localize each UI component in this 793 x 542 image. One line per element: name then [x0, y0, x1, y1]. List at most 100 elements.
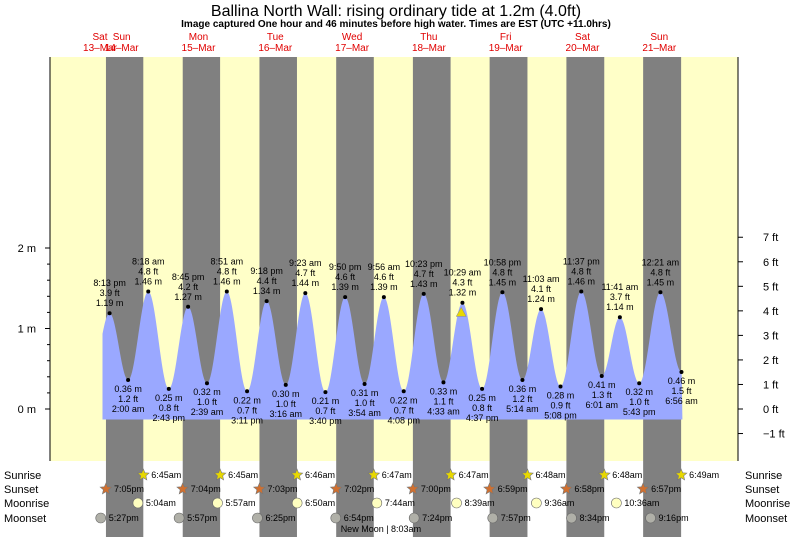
tide-label-height: 1.24 m [527, 294, 555, 304]
moonrise-icon [611, 497, 622, 509]
tide-point [126, 378, 131, 383]
left-tick-label: 2 m [18, 243, 36, 255]
day-labels: Sat13–MarSun14–MarMon15–MarTue16–MarWed1… [83, 32, 677, 54]
date-label: 13–Mar [83, 43, 118, 54]
right-tick-label: 7 ft [763, 232, 778, 244]
tide-label-feet: 4.6 ft [374, 272, 395, 282]
tide-label-time: 5:43 pm [623, 407, 656, 417]
tide-label-height: 1.19 m [96, 298, 124, 308]
sunset-time: 7:04pm [191, 484, 221, 494]
moonrise-icon [371, 497, 383, 509]
tide-point [558, 384, 563, 389]
date-label: 18–Mar [412, 43, 447, 54]
right-tick-label: 2 ft [763, 355, 778, 367]
tide-label-feet: 4.8 ft [650, 267, 671, 277]
moonset-icon [95, 512, 107, 524]
tide-label-feet: 4.8 ft [571, 266, 592, 276]
sunrise-icon [674, 468, 688, 481]
tide-label-time: 2:39 am [191, 407, 224, 417]
tide-label-feet: 1.0 ft [197, 397, 218, 407]
tide-label-feet: 4.6 ft [335, 272, 356, 282]
page-subtitle: Image captured One hour and 46 minutes b… [181, 19, 611, 30]
sunrise-row-label: Sunrise [4, 470, 41, 482]
tide-label-feet: 4.7 ft [295, 268, 316, 278]
day-label: Sun [650, 32, 668, 43]
tide-label-time: 12:21 am [642, 257, 680, 267]
tide-point [617, 315, 622, 320]
date-label: 14–Mar [105, 43, 140, 54]
date-label: 21–Mar [642, 43, 677, 54]
night-band-lower [336, 461, 374, 537]
tide-point [460, 300, 465, 305]
moonset-row-label-right: Moonset [745, 513, 787, 525]
moonset-time: 5:57pm [187, 513, 217, 523]
tide-point [362, 382, 367, 387]
sunset-icon [636, 482, 650, 495]
date-label: 20–Mar [566, 43, 601, 54]
tide-label-height: 0.32 m [625, 387, 653, 397]
tide-label-feet: 4.7 ft [414, 269, 435, 279]
moonrise-time: 6:50am [305, 498, 335, 508]
sunrise-row-label-right: Sunrise [745, 470, 782, 482]
day-label: Sat [575, 32, 590, 43]
tide-label-height: 0.22 m [233, 395, 261, 405]
sunset-time: 6:57pm [651, 484, 681, 494]
tide-label-time: 4:33 am [427, 406, 460, 416]
tide-point [224, 289, 229, 294]
tide-label-height: 0.25 m [155, 393, 183, 403]
tide-label-time: 8:45 pm [172, 272, 205, 282]
moonrise-row-label-right: Moonrise [745, 498, 790, 510]
right-tick-label: 0 ft [763, 404, 778, 416]
tide-point [658, 290, 663, 295]
tide-point [579, 289, 584, 294]
day-label: Tue [267, 32, 284, 43]
tide-point [204, 381, 209, 386]
right-tick-label: 3 ft [763, 330, 778, 342]
moonset-time: 9:16pm [659, 513, 689, 523]
moonrise-time: 5:04am [146, 498, 176, 508]
moonrise-time: 7:44am [385, 498, 415, 508]
tide-point [303, 291, 308, 296]
sunset-icon [406, 482, 420, 495]
tide-point [186, 304, 191, 309]
new-moon-label: New Moon | 8:03am [341, 524, 421, 534]
sunset-icon [559, 482, 573, 495]
night-band-lower [412, 461, 451, 537]
right-tick-label: −1 ft [763, 429, 785, 441]
tide-point [421, 291, 426, 296]
day-label: Mon [189, 32, 208, 43]
tide-point [520, 378, 525, 383]
date-label: 17–Mar [335, 43, 370, 54]
tide-label-feet: 1.0 ft [276, 399, 297, 409]
tide-label-height: 1.45 m [647, 277, 675, 287]
moonset-time: 7:57pm [501, 513, 531, 523]
tide-label-feet: 0.7 ft [315, 406, 336, 416]
tide-labels: 8:13 pm3.9 ft1.19 m0.36 m1.2 ft2:00 am8:… [93, 256, 697, 426]
tide-label-height: 1.32 m [449, 288, 477, 298]
tide-label-height: 0.22 m [390, 395, 418, 405]
moonset-row-label: Moonset [4, 513, 46, 525]
tide-label-time: 3:16 am [269, 409, 302, 419]
moonset-icon [173, 512, 185, 524]
tide-label-time: 2:43 pm [153, 413, 186, 423]
tide-point [146, 289, 151, 294]
tide-label-feet: 3.9 ft [100, 288, 121, 298]
moonrise-icon [451, 497, 462, 509]
tide-point [599, 373, 604, 378]
date-label: 19–Mar [489, 43, 524, 54]
tide-label-height: 0.46 m [668, 376, 696, 386]
tide-label-feet: 4.3 ft [452, 278, 473, 288]
tide-label-height: 0.28 m [547, 390, 575, 400]
tide-label-height: 1.43 m [410, 279, 438, 289]
tide-label-feet: 4.8 ft [138, 266, 159, 276]
tide-label-time: 5:08 pm [544, 410, 577, 420]
day-label: Fri [500, 32, 512, 43]
tide-label-feet: 3.7 ft [610, 292, 631, 302]
night-band-lower [489, 461, 528, 537]
tide-curve [102, 291, 683, 420]
day-night-background [50, 57, 738, 537]
moonset-icon [330, 512, 342, 524]
sunset-time: 7:02pm [344, 484, 374, 494]
sunset-icon [329, 482, 343, 495]
